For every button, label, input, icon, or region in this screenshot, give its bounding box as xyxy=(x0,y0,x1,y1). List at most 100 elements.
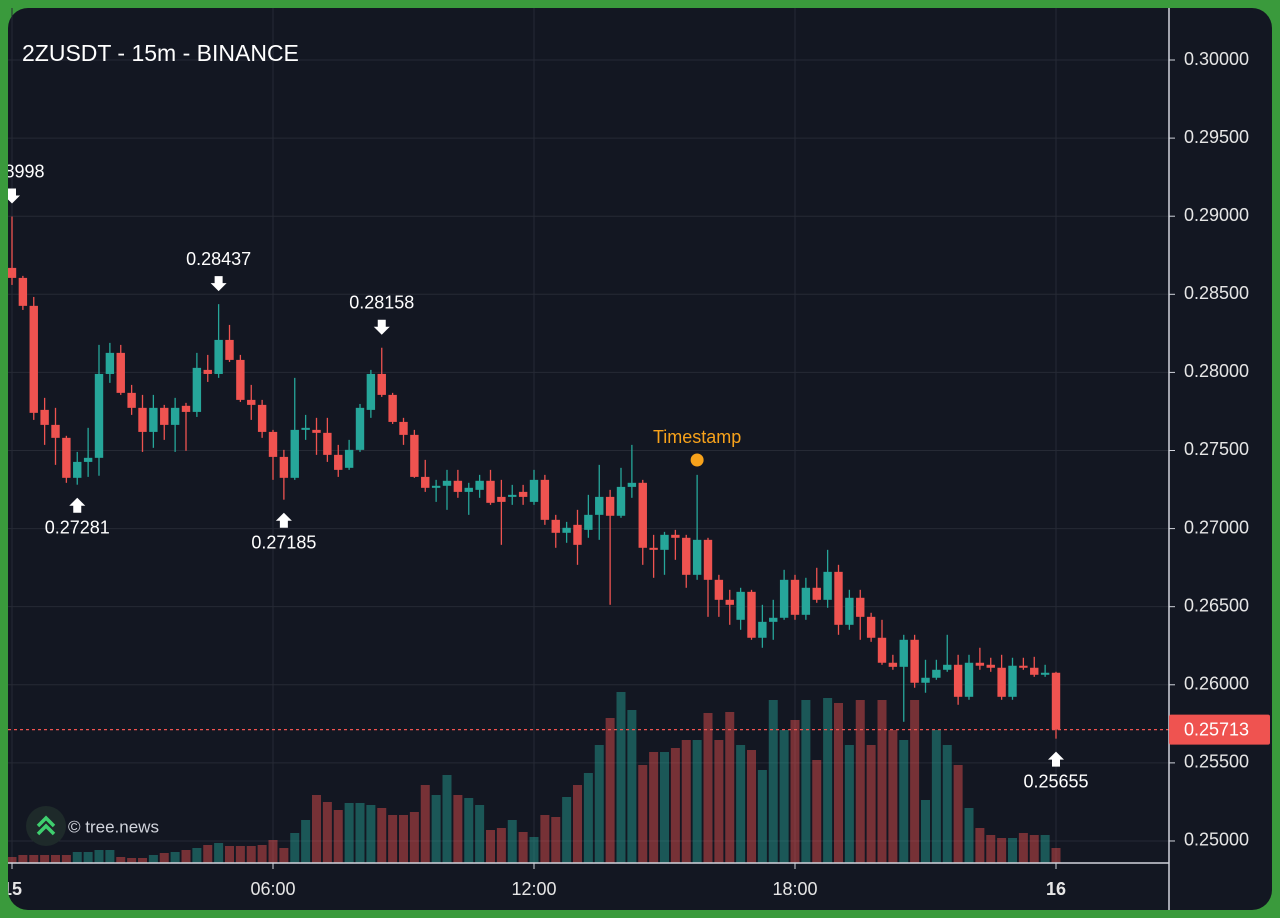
candle-body xyxy=(899,639,908,667)
candle-body xyxy=(529,479,539,502)
volume-bar xyxy=(312,795,321,863)
candle-body xyxy=(138,407,147,432)
candle-body xyxy=(377,373,386,395)
candle-body xyxy=(105,352,115,374)
candle-body xyxy=(877,637,887,663)
candle-body xyxy=(203,369,212,374)
candle-body xyxy=(747,591,756,638)
candle-body xyxy=(638,482,647,548)
candle-body xyxy=(1040,672,1050,675)
annotation-label: 0.28998 xyxy=(0,161,45,181)
volume-bar xyxy=(812,760,822,863)
candle-body xyxy=(932,669,941,678)
candle-body xyxy=(834,571,843,625)
volume-bar xyxy=(670,748,680,863)
volume-bar xyxy=(127,858,137,863)
timestamp-label: Timestamp xyxy=(653,427,741,447)
volume-bar xyxy=(181,850,191,863)
candle-body xyxy=(627,482,637,487)
candle-body xyxy=(192,367,202,412)
volume-bar xyxy=(736,745,746,863)
candle-body xyxy=(616,486,626,516)
x-tick-label: 15 xyxy=(2,879,22,899)
annotation-arrow xyxy=(275,512,292,528)
volume-bar xyxy=(475,805,485,863)
annotation-label: 0.28158 xyxy=(349,292,414,312)
candle-body xyxy=(736,591,745,620)
watermark-icon xyxy=(36,815,56,836)
volume-bar xyxy=(997,838,1007,863)
volume-bar xyxy=(431,795,441,863)
volume-bar xyxy=(399,815,408,863)
volume-bar xyxy=(72,852,82,863)
candle-body xyxy=(518,491,528,497)
volume-bar xyxy=(605,718,615,863)
candle-body xyxy=(464,487,473,492)
x-tick-label: 18:00 xyxy=(772,879,817,899)
candle-body xyxy=(247,399,256,405)
volume-bar xyxy=(83,852,93,863)
y-tick-label: 0.25000 xyxy=(1184,830,1249,850)
candle-body xyxy=(660,534,669,550)
candle-body xyxy=(856,597,865,617)
volume-bar xyxy=(51,855,60,863)
volume-bar xyxy=(866,745,876,863)
candle-body xyxy=(355,407,365,450)
candle-body xyxy=(323,432,332,455)
volume-bar xyxy=(116,857,126,863)
axes: 15 06:00 12:00 18:00 16 xyxy=(2,8,1175,910)
volume-bar xyxy=(18,855,28,863)
annotation-arrow xyxy=(8,188,20,204)
y-tick-label: 0.28500 xyxy=(1184,283,1249,303)
last-price-box xyxy=(1169,714,1270,745)
annotation-arrow xyxy=(69,497,86,513)
volume-bar xyxy=(366,805,376,863)
volume-bar xyxy=(649,752,659,863)
volume-bar xyxy=(301,820,311,863)
volume-bar xyxy=(61,855,71,863)
volume-bar xyxy=(1051,848,1061,863)
volume-bar xyxy=(420,785,430,863)
volume-bar xyxy=(464,798,474,863)
volume-bar xyxy=(823,698,833,863)
volume-bar xyxy=(725,712,735,863)
x-tick-label: 16 xyxy=(1046,879,1066,899)
candle-body xyxy=(703,539,713,580)
volume-bar xyxy=(855,700,865,863)
volume-bar xyxy=(844,745,854,863)
candle-body xyxy=(18,277,28,306)
volume-bar xyxy=(627,710,637,863)
candle-body xyxy=(149,407,158,432)
candle-body xyxy=(758,621,767,638)
volume-bar xyxy=(290,833,300,863)
volume-bar xyxy=(518,832,528,863)
candle-body xyxy=(910,639,919,683)
volume-bar xyxy=(333,810,343,863)
candle-body xyxy=(453,480,463,492)
candle-body xyxy=(40,409,49,425)
candle-body xyxy=(8,267,17,278)
candle-body xyxy=(790,579,800,615)
candle-body xyxy=(1051,672,1061,730)
y-tick-label: 0.27000 xyxy=(1184,517,1249,537)
candle-body xyxy=(225,339,234,360)
candle-body xyxy=(388,394,397,422)
candle-body xyxy=(344,449,354,468)
candle-body xyxy=(953,664,963,697)
volume-bar xyxy=(551,817,561,863)
annotation-label: 0.27185 xyxy=(251,532,316,552)
volume-bar xyxy=(540,815,550,863)
candle-body xyxy=(290,429,299,478)
volume-bar xyxy=(192,848,202,863)
volume-bar xyxy=(594,745,604,863)
volume-bar xyxy=(910,700,920,863)
candle-body xyxy=(964,662,974,697)
candle-body xyxy=(127,392,136,408)
volume-bar xyxy=(94,850,104,863)
candle-body xyxy=(866,616,876,638)
candle-body xyxy=(214,339,223,374)
candle-body xyxy=(595,496,604,515)
candle-body xyxy=(497,496,506,502)
candle-body xyxy=(268,431,278,457)
